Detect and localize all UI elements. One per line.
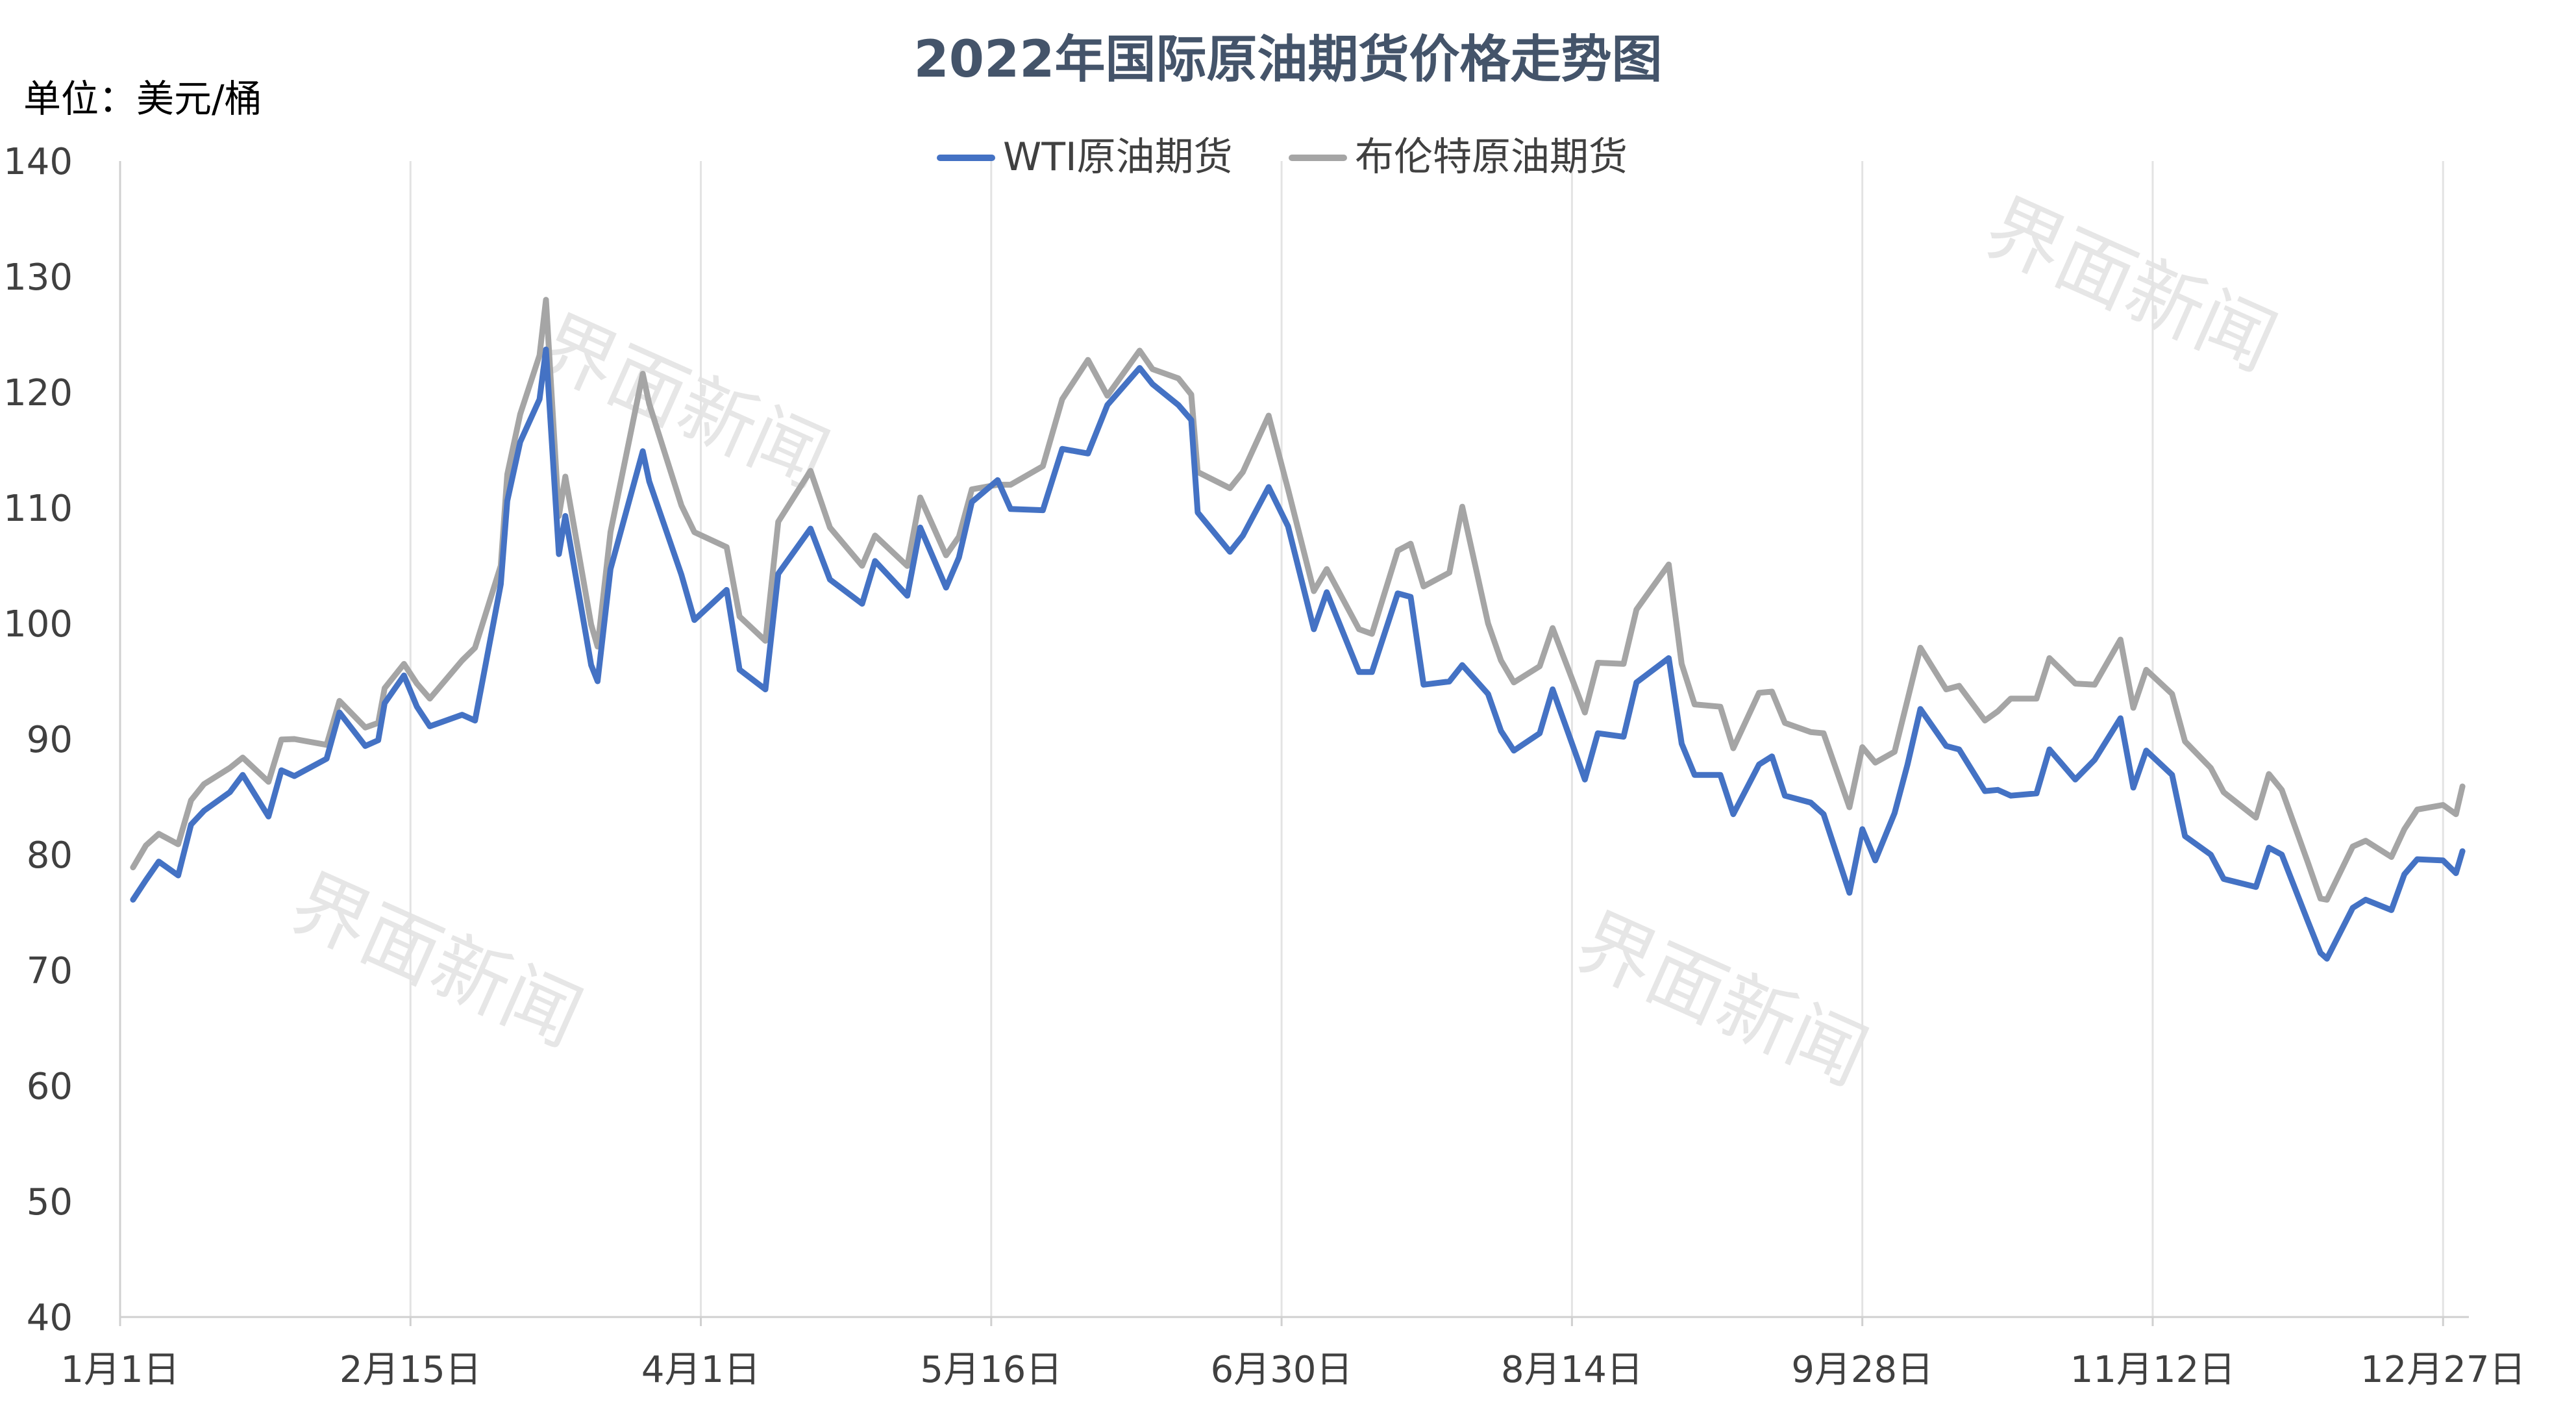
x-axis-ticks: 1月1日 2月15日 4月1日 5月16日 6月30日 8月14日 9月28日 11月12日 1… <box>60 1317 2525 1391</box>
unit-label: 单位：美元/桶 <box>23 77 262 121</box>
y-tick-label: 100 <box>3 603 73 646</box>
x-tick-label: 12月27日 <box>2360 1349 2526 1391</box>
vertical-gridlines <box>409 161 2444 1317</box>
x-tick-label: 4月1日 <box>641 1349 760 1391</box>
y-tick-label: 80 <box>27 835 73 877</box>
y-tick-label: 110 <box>3 488 73 530</box>
y-tick-label: 50 <box>27 1181 73 1224</box>
x-tick-label: 5月16日 <box>920 1349 1062 1391</box>
chart-title: 2022年国际原油期货价格走势图 <box>913 31 1662 89</box>
y-tick-label: 90 <box>27 719 73 761</box>
x-tick-label: 2月15日 <box>340 1349 482 1391</box>
x-tick-label: 1月1日 <box>60 1349 179 1391</box>
legend-label-wti: WTI原油期货 <box>1003 134 1233 180</box>
x-tick-label: 8月14日 <box>1501 1349 1643 1391</box>
y-tick-label: 120 <box>3 372 73 414</box>
series-line-wti <box>130 346 2466 962</box>
y-tick-label: 70 <box>27 950 73 992</box>
y-tick-label: 60 <box>27 1066 73 1108</box>
y-tick-label: 140 <box>3 141 73 183</box>
x-tick-label: 6月30日 <box>1211 1349 1353 1391</box>
legend: WTI原油期货 布伦特原油期货 <box>937 134 1628 180</box>
legend-label-brent: 布伦特原油期货 <box>1355 134 1628 180</box>
y-tick-label: 40 <box>27 1297 73 1339</box>
series-lines <box>130 297 2466 962</box>
x-tick-label: 11月12日 <box>2070 1349 2236 1391</box>
x-tick-label: 9月28日 <box>1791 1349 1933 1391</box>
y-axis-ticks: 40 50 60 70 80 90 100 110 120 130 140 <box>3 141 73 1339</box>
y-tick-label: 130 <box>3 257 73 299</box>
